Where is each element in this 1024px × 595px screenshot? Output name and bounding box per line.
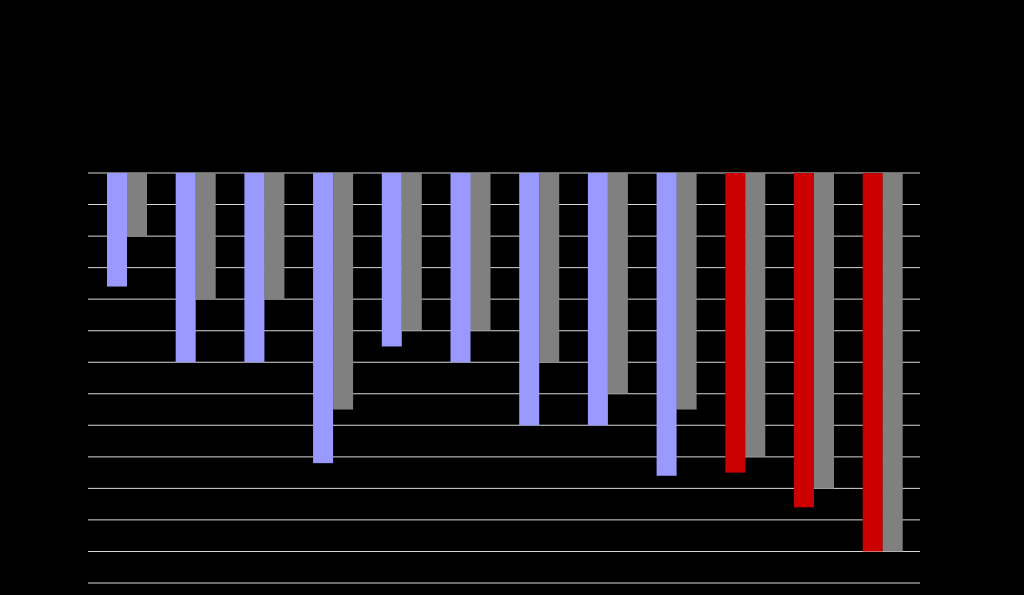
bar-series2-cat11: [814, 173, 834, 489]
bar-series1-cat5: [381, 173, 402, 347]
bar-series1-cat9: [656, 173, 677, 476]
bar-series1-cat6: [450, 173, 471, 363]
bars: [107, 173, 903, 552]
bar-series1-cat10: [725, 173, 746, 473]
bar-series2-cat12: [882, 173, 903, 552]
bar-series1-cat3: [244, 173, 265, 363]
bar-series2-cat6: [470, 173, 491, 331]
bar-series1-cat2: [175, 173, 196, 363]
gridlines: [88, 172, 920, 584]
bar-series2-cat5: [401, 173, 422, 331]
bar-series2-cat4: [333, 173, 354, 410]
bar-series2-cat3: [264, 173, 285, 300]
bar-series1-cat1: [107, 173, 127, 287]
bar-series2-cat2: [195, 173, 216, 300]
bar-series2-cat1: [127, 173, 147, 237]
bar-series1-cat11: [794, 173, 814, 508]
bar-series2-cat9: [676, 173, 697, 410]
bar-series2-cat7: [539, 173, 560, 363]
bar-series2-cat8: [607, 173, 628, 394]
bar-series2-cat10: [745, 173, 766, 457]
bar-series1-cat12: [862, 173, 883, 552]
bar-series1-cat8: [587, 173, 608, 426]
bar-series1-cat4: [313, 173, 334, 464]
bar-series1-cat7: [519, 173, 540, 426]
